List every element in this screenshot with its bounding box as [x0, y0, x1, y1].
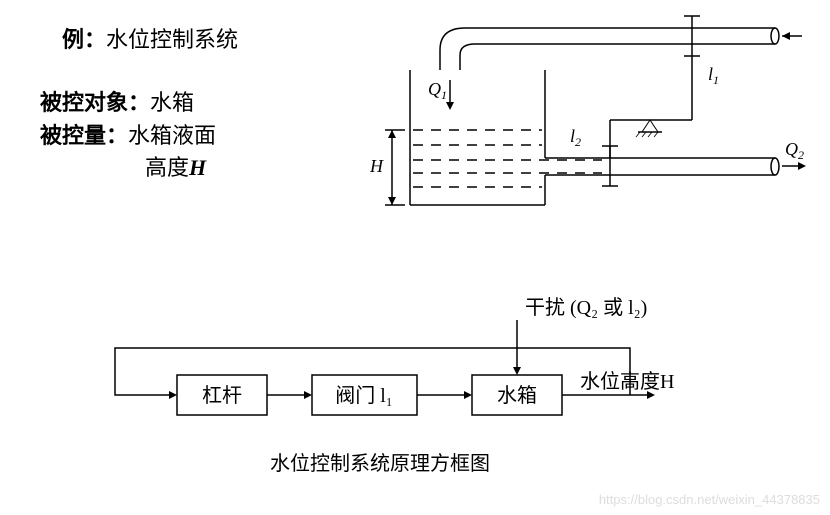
block2-text: 阀门 l₁: [335, 384, 393, 407]
l1-label: l1: [708, 64, 719, 87]
arrow-b2-b3-head: [464, 391, 472, 399]
controlled-var-label: 被控量：: [40, 123, 128, 148]
block-diagram: 杠杆 阀门 l₁ 水箱 干扰 (Q₂ 或 l₂) 水位高度H 水位控制系统原理方…: [80, 290, 780, 490]
controlled-object-line: 被控对象：水箱: [40, 85, 194, 117]
controlled-var-line2: 高度H: [145, 150, 206, 182]
inlet-pipe-top: [440, 28, 775, 70]
controlled-var-line1: 被控量：水箱液面: [40, 118, 216, 150]
controlled-var-value2: 高度: [145, 155, 189, 180]
q1-label: Q1: [428, 79, 447, 102]
output-text: 水位高度H: [580, 370, 674, 393]
caption-text: 水位控制系统原理方框图: [270, 452, 490, 475]
tank-schematic: Q1 Q2 l1 l2 H: [370, 10, 810, 230]
controlled-object-value: 水箱: [150, 90, 194, 115]
block1-text: 杠杆: [202, 384, 242, 407]
controlled-var-value1: 水箱液面: [128, 123, 216, 148]
h-label: H: [370, 156, 384, 176]
h-dim-arrow-top: [388, 130, 396, 138]
example-prefix: 例：: [62, 27, 106, 52]
inlet-pipe-bottom: [460, 44, 775, 70]
inlet-pipe-end: [771, 28, 779, 44]
controlled-var-symbol: H: [189, 155, 206, 180]
controlled-object-label: 被控对象：: [40, 90, 150, 115]
q2-label: Q2: [785, 139, 804, 162]
arrow-to-b1-head: [169, 391, 177, 399]
outlet-pipe-end: [771, 158, 779, 175]
example-line: 例：水位控制系统: [62, 22, 238, 54]
q2-arrow-head: [798, 162, 806, 170]
q1-arrow-head: [446, 102, 454, 110]
disturb-text: 干扰 (Q₂ 或 l₂): [525, 296, 647, 319]
block3-text: 水箱: [497, 384, 537, 407]
l2-label: l2: [570, 126, 581, 149]
fulcrum-icon: [642, 120, 658, 132]
example-title: 水位控制系统: [106, 27, 238, 52]
h-dim-arrow-bot: [388, 197, 396, 205]
inlet-arrow-head: [782, 32, 790, 40]
arrow-b1-b2-head: [304, 391, 312, 399]
disturb-arrow-head: [513, 367, 521, 375]
watermark: https://blog.csdn.net/weixin_44378835: [599, 492, 820, 507]
